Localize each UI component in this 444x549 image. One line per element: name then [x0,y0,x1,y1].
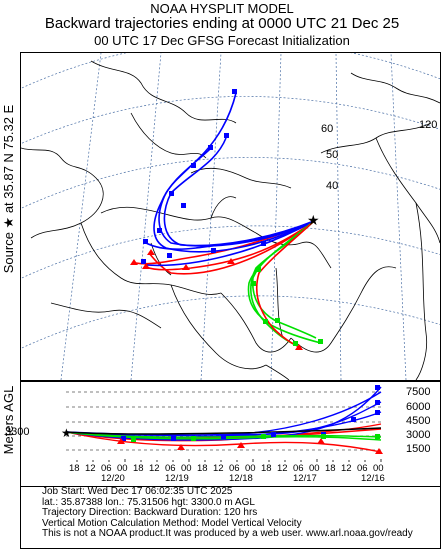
star-icon: ★ [61,426,72,440]
date-label: 12/20 [101,473,125,484]
height-tick-1500: 1500 [406,443,431,455]
coastlines [21,60,440,380]
source-coordinates: lat.: 35.87388 lon.: 75.31506 hgt: 3300.… [42,496,255,508]
job-start: Job Start: Wed Dec 17 06:02:35 UTC 2025 [42,486,233,497]
time-tick: 18 [197,463,208,474]
vertical-profile: ★ 3300 7500 6000 4500 3000 1500 18 12 06… [5,381,441,487]
time-tick: 00 [373,463,384,474]
profile-markers-green [131,434,380,442]
time-tick: 12 [277,463,288,474]
profile-time-ticks [76,459,382,462]
date-label: 12/18 [229,473,253,484]
trajectory-map: ★ 60 50 40 120 [20,52,441,381]
time-tick: 00 [117,463,128,474]
profile-canvas: ★ [61,385,383,462]
time-tick: 06 [165,463,176,474]
time-tick: 18 [69,463,80,474]
time-tick: 18 [325,463,336,474]
height-tick-7500: 7500 [406,386,431,398]
height-tick-3000: 3000 [406,429,431,441]
disclaimer: This is not a NOAA product.It was produc… [42,528,413,539]
vertical-motion-method: Vertical Motion Calculation Method: Mode… [42,517,302,529]
height-tick-6000: 6000 [406,401,431,413]
time-tick: 12 [149,463,160,474]
date-label: 12/19 [165,473,189,484]
time-tick: 06 [357,463,368,474]
lat-label-60: 60 [321,123,334,135]
time-tick: 18 [133,463,144,474]
title-init: 00 UTC 17 Dec GFSG Forecast Initializati… [94,33,350,48]
time-tick: 12 [213,463,224,474]
start-height-label: 3300 [5,426,30,438]
time-tick: 00 [181,463,192,474]
time-tick: 06 [293,463,304,474]
star-icon: ★ [307,213,320,229]
trajectories [135,92,322,349]
graticule [21,53,440,380]
trajectory-direction: Trajectory Direction: Backward Duration:… [42,507,258,518]
time-tick: 00 [245,463,256,474]
time-tick: 12 [85,463,96,474]
time-tick: 06 [101,463,112,474]
profile-lines [65,386,382,453]
lat-label-40: 40 [326,180,339,192]
run-info-panel: Job Start: Wed Dec 17 06:02:35 UTC 2025 … [20,486,441,549]
lon-label-120: 120 [419,119,438,131]
source-location-label: Source ★ at 35.87 N 75.32 E [1,104,16,274]
profile-gridlines [66,391,381,451]
lat-label-50: 50 [326,149,339,161]
date-label: 12/16 [361,473,385,484]
map-canvas: ★ [21,53,440,380]
trajectory-markers: ★ [130,89,323,350]
title-main: Backward trajectories ending at 0000 UTC… [44,15,400,32]
time-tick: 18 [261,463,272,474]
time-tick: 12 [341,463,352,474]
title-model: NOAA HYSPLIT MODEL [150,1,294,16]
date-label: 12/17 [293,473,317,484]
time-tick: 00 [309,463,320,474]
profile-markers-red [117,438,383,454]
height-tick-4500: 4500 [406,415,431,427]
profile-y-label: Meters AGL [1,385,16,455]
time-tick: 06 [229,463,240,474]
